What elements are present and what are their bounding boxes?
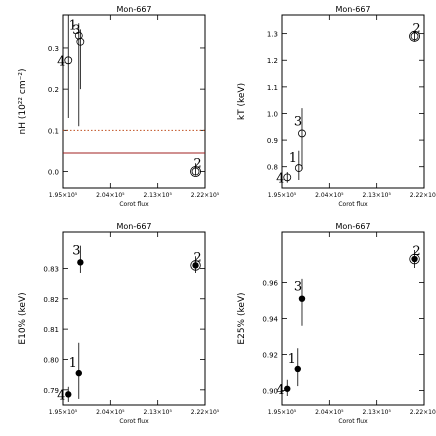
point-label: 2	[193, 157, 201, 172]
data-point	[75, 369, 82, 377]
y-tick-label: 0.81	[43, 326, 59, 334]
chart-panel-4: Mon-667 Corot flux E25% (keV) 1.95×10⁵ 2.04×…	[237, 222, 436, 425]
y-tick-label: 0.83	[43, 265, 59, 273]
point-label: 4	[276, 171, 284, 186]
y-tick-label: 0.94	[262, 316, 278, 324]
x-tick-label: 2.22×10⁵	[410, 192, 436, 199]
y-axis-label: nH (10²² cm⁻²)	[18, 69, 28, 135]
point-label: 4	[276, 383, 284, 398]
point-label: 3	[294, 280, 302, 295]
plot-frame	[62, 14, 206, 189]
data-point	[411, 255, 418, 263]
y-tick-label: 0.92	[262, 352, 278, 360]
x-tick-label: 2.04×10⁵	[315, 192, 344, 199]
y-axis-label: kT (keV)	[237, 83, 247, 120]
y-tick-label: 1.0	[267, 110, 278, 118]
point-label: 2	[193, 250, 201, 265]
x-tick-label: 1.95×10⁵	[268, 409, 297, 416]
chart-title: Mon-667	[116, 5, 151, 14]
point-label: 3	[72, 23, 80, 38]
chart-title: Mon-667	[335, 5, 370, 14]
point-label: 1	[288, 352, 296, 367]
y-tick-label: 0.90	[262, 388, 278, 396]
x-tick-label: 1.95×10⁵	[49, 192, 78, 199]
point-label: 2	[412, 21, 420, 36]
data-point	[74, 31, 83, 40]
x-tick-label: 2.04×10⁵	[96, 409, 125, 416]
y-tick-label: 0.1	[48, 127, 59, 135]
y-axis-label: E25% (keV)	[237, 292, 247, 344]
y-tick-label: 1.2	[267, 57, 278, 65]
x-axis-label: Corot flux	[338, 418, 368, 425]
data-point	[76, 37, 85, 46]
x-axis-label: Corot flux	[119, 418, 149, 425]
data-point	[294, 365, 301, 373]
x-tick-label: 2.13×10⁵	[143, 409, 172, 416]
data-point-ring	[190, 260, 201, 271]
y-axis-label: E10% (keV)	[18, 292, 28, 344]
data-point	[283, 173, 292, 182]
plot-frame	[62, 231, 206, 406]
y-tick-label: 0.80	[43, 356, 59, 364]
y-tick-label: 0.96	[262, 279, 278, 287]
chart-title: Mon-667	[335, 222, 370, 231]
x-axis-label: Corot flux	[338, 201, 368, 208]
x-tick-label: 2.22×10⁵	[410, 409, 436, 416]
y-tick-label: 0.3	[48, 45, 59, 53]
y-tick-label: 0.0	[48, 169, 59, 177]
chart-title: Mon-667	[116, 222, 151, 231]
data-point	[298, 295, 306, 302]
x-tick-label: 2.13×10⁵	[362, 192, 391, 199]
x-tick-label: 2.04×10⁵	[96, 192, 125, 199]
point-label: 2	[412, 244, 420, 259]
data-point	[65, 391, 72, 398]
data-point-ring	[190, 166, 201, 177]
x-tick-label: 2.13×10⁵	[362, 409, 391, 416]
point-label: 1	[69, 19, 77, 34]
y-tick-label: 0.2	[48, 86, 59, 94]
data-point	[77, 259, 84, 266]
x-tick-label: 2.22×10⁵	[191, 409, 220, 416]
x-tick-label: 1.95×10⁵	[268, 192, 297, 199]
data-point-ring	[409, 30, 420, 42]
data-point	[298, 129, 306, 138]
data-point	[192, 262, 199, 269]
data-point	[284, 385, 291, 392]
y-tick-label: 0.8	[267, 164, 278, 172]
x-axis-label: Corot flux	[119, 201, 149, 208]
point-label: 4	[57, 388, 65, 403]
y-tick-label: 0.9	[267, 137, 278, 145]
x-tick-label: 1.95×10⁵	[49, 409, 78, 416]
chart-panel-2: Mon-667 Corot flux kT (keV) 1.95×10⁵ 2.04×10…	[237, 5, 436, 208]
point-label: 4	[57, 54, 65, 69]
data-point	[191, 167, 200, 176]
point-label: 1	[69, 356, 77, 371]
point-label: 1	[289, 151, 297, 166]
point-label: 3	[294, 114, 302, 129]
x-tick-label: 2.13×10⁵	[143, 192, 172, 199]
plot-frame	[281, 231, 425, 406]
y-tick-label: 0.79	[43, 387, 59, 395]
x-tick-label: 2.22×10⁵	[191, 192, 220, 199]
y-tick-label: 1.3	[267, 31, 278, 39]
chart-panel-1: Mon-667 Corot flux nH (10²² cm⁻²) 1.95×10⁵ 2…	[18, 5, 220, 208]
point-label: 3	[72, 243, 80, 258]
data-point	[410, 32, 419, 41]
x-tick-label: 2.04×10⁵	[315, 409, 344, 416]
data-point-ring	[409, 253, 420, 265]
y-tick-label: 1.1	[267, 84, 278, 92]
chart-panel-3: Mon-667 Corot flux E10% (keV) 1.95×10⁵ 2.04×…	[18, 222, 220, 425]
data-point	[64, 56, 73, 65]
plot-frame	[281, 14, 425, 189]
y-tick-label: 0.82	[43, 296, 59, 304]
